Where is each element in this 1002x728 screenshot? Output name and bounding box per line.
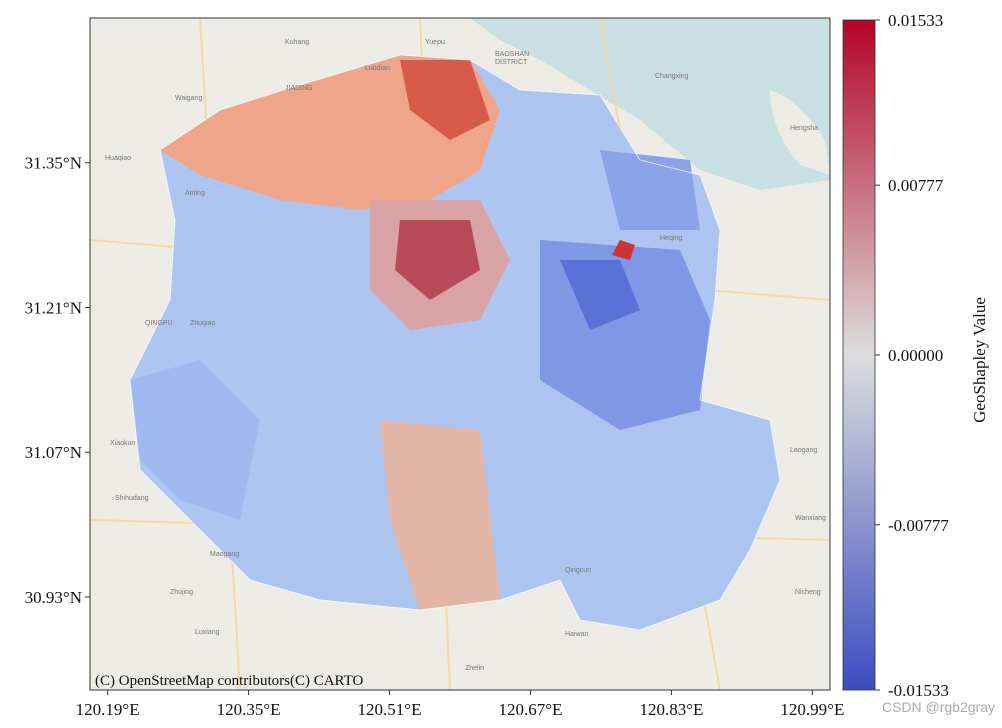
place-label: Zhujing: [170, 589, 193, 596]
district-border: [129, 54, 781, 631]
place-label: JIADING: [285, 85, 313, 92]
colorbar-label: GeoShapley Value: [970, 297, 989, 423]
district-area: [395, 220, 480, 300]
x-tick-label: 120.99°E: [780, 700, 844, 719]
x-tick-label: 120.19°E: [76, 700, 140, 719]
colorbar-tick-label: 0.00777: [888, 176, 944, 195]
district-area: [600, 150, 700, 230]
place-label: Huaqiao: [105, 155, 131, 162]
watermark: CSDN @rgb2gray: [882, 699, 995, 715]
place-label: Waigang: [175, 95, 202, 102]
place-label: Anting: [185, 190, 205, 197]
y-tick-label: 31.35°N: [25, 154, 82, 173]
place-label: DISTRICT: [495, 59, 528, 66]
place-label: Luxiang: [195, 629, 220, 636]
y-tick-label: 31.07°N: [25, 443, 82, 462]
place-label: Yuepu: [425, 39, 445, 46]
place-label: Shihudang: [115, 495, 149, 502]
district-area: [380, 420, 500, 610]
district-area: [400, 60, 490, 140]
water: [470, 18, 830, 190]
island: [770, 90, 830, 175]
place-label: BAOSHAN: [495, 51, 529, 58]
x-tick-label: 120.51°E: [358, 700, 422, 719]
place-label: Kuhang: [285, 39, 309, 46]
district-area: [560, 260, 640, 330]
place-label: Haiwan: [565, 631, 588, 638]
colorbar-tick-label: 0.01533: [888, 11, 943, 30]
district-area: [130, 360, 260, 520]
colorbar-tick-label: 0.00000: [888, 346, 943, 365]
y-tick-label: 30.93°N: [25, 588, 82, 607]
place-label: Luodian: [365, 65, 390, 72]
district-area: [612, 240, 635, 260]
place-label: Nicheng: [795, 589, 821, 596]
place-label: QINGPU: [145, 320, 173, 327]
colorbar-tick-label: -0.01533: [888, 681, 949, 700]
place-label: Changxing: [655, 73, 689, 80]
place-label: Zhelin: [465, 665, 484, 672]
place-label: Laogang: [790, 447, 817, 454]
place-label: Hengsha: [790, 125, 818, 132]
colorbar: [842, 19, 876, 691]
place-label: Maogang: [210, 551, 239, 558]
place-label: Xiaokun: [110, 440, 135, 447]
attribution: (C) OpenStreetMap contributors(C) CARTO: [95, 673, 364, 689]
x-tick-label: 120.35°E: [217, 700, 281, 719]
place-label: Wanxiang: [795, 515, 826, 522]
x-tick-label: 120.83°E: [639, 700, 703, 719]
place-label: Heqing: [660, 235, 682, 242]
place-label: Zhuqiao: [190, 320, 215, 327]
y-tick-label: 31.21°N: [25, 298, 82, 317]
x-tick-label: 120.67°E: [499, 700, 563, 719]
map-frame: [89, 17, 831, 691]
place-label: Qingcun: [565, 567, 591, 574]
colorbar-tick-label: -0.00777: [888, 516, 949, 535]
